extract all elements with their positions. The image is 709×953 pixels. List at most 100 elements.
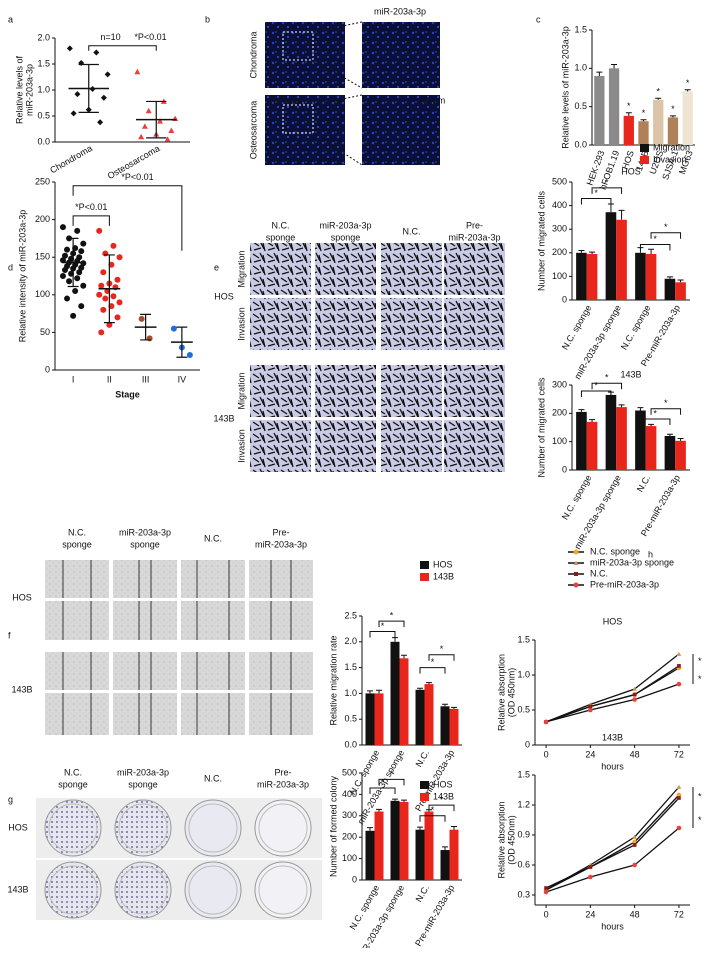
bracket <box>88 45 157 51</box>
data-point <box>632 843 637 847</box>
y-tick-label: 100 <box>342 853 357 863</box>
bracket <box>428 654 455 661</box>
error-bar <box>625 112 632 116</box>
scratch-edge <box>196 560 230 598</box>
data-point <box>100 306 107 313</box>
data-point <box>677 796 681 800</box>
significance-star: * <box>431 805 435 815</box>
data-point <box>544 886 548 890</box>
legend-marker <box>573 560 579 565</box>
bar <box>635 252 646 300</box>
data-point <box>116 254 123 261</box>
legend-swatch <box>420 561 429 569</box>
data-point <box>102 295 109 302</box>
error-bar <box>401 799 407 802</box>
y-axis-label: (OD 450nm) <box>506 815 516 865</box>
y-axis-label: Number of migrated cells <box>536 377 546 478</box>
x-tick-label: 0 <box>544 909 549 919</box>
legend-label: N.C. <box>590 568 608 578</box>
annotation: n=10 <box>100 32 120 42</box>
micrograph <box>250 420 311 472</box>
well <box>114 861 172 919</box>
significance-star: * <box>431 657 435 667</box>
column-header: miR-203a-3p <box>255 539 307 549</box>
error-bar <box>618 404 625 408</box>
error-bar <box>637 407 644 411</box>
scratch-edge <box>270 652 292 690</box>
bar <box>675 440 686 470</box>
y-tick-label: 500 <box>552 176 567 186</box>
micrograph <box>265 22 345 88</box>
significance-star: * <box>440 644 444 654</box>
data-point <box>70 110 77 117</box>
error-bar <box>417 826 423 830</box>
significance-star: * <box>381 621 385 631</box>
y-tick-label: 0.0 <box>37 136 50 146</box>
legend-swatch <box>640 144 649 152</box>
significance-star: * <box>686 78 690 88</box>
group-label: 143B <box>213 413 234 423</box>
y-tick-label: 200 <box>35 214 50 224</box>
error-bar <box>618 209 625 220</box>
data-point <box>64 246 71 253</box>
data-line <box>545 653 680 723</box>
y-tick-label: 1.5 <box>517 634 530 644</box>
y-tick-label: 0 <box>352 874 357 884</box>
error-bar <box>103 254 115 324</box>
data-point <box>588 865 593 869</box>
annotation: *P<0.01 <box>134 32 166 42</box>
y-tick-label: 0 <box>562 464 567 474</box>
bar <box>374 693 384 745</box>
micrograph <box>181 601 245 640</box>
error-bar <box>640 119 647 122</box>
micrograph <box>45 652 109 690</box>
bracket <box>580 390 612 397</box>
bracket <box>639 418 671 425</box>
y-tick-label: 1.5 <box>37 58 50 68</box>
well <box>254 799 312 857</box>
data-point <box>100 269 107 276</box>
column-header: sponge <box>130 539 160 549</box>
scratch-edge <box>270 560 292 598</box>
y-tick-label: 2.0 <box>344 636 357 646</box>
data-point <box>96 291 103 298</box>
y-tick-label: 1.5 <box>517 769 530 779</box>
bar <box>576 252 587 300</box>
well-rim <box>48 803 98 853</box>
annotation: *P<0.01 <box>121 172 153 182</box>
bar <box>440 706 450 745</box>
significance-star: * <box>698 792 702 802</box>
y-tick-label: 0.9 <box>517 829 530 839</box>
data-point <box>93 49 100 56</box>
bracket <box>419 815 446 822</box>
chart-title: 143B <box>602 732 623 742</box>
legend-marker <box>573 549 579 555</box>
legend-marker <box>574 572 578 576</box>
y-tick-label: 0.0 <box>574 139 587 149</box>
micrograph <box>381 298 442 350</box>
group-label: HOS <box>8 822 28 832</box>
bar <box>415 829 425 880</box>
bar <box>449 829 459 880</box>
group-label: HOS <box>12 592 32 602</box>
y-tick-label: 1.5 <box>344 662 357 672</box>
y-tick-label: 400 <box>552 200 567 210</box>
x-tick-label: 24 <box>585 909 595 919</box>
data-point <box>74 275 81 282</box>
bracket <box>639 244 671 251</box>
bar <box>449 708 459 745</box>
micrograph <box>113 560 177 598</box>
column-header: miR-203a-3p <box>119 527 171 537</box>
legend-label: HOS <box>433 559 453 569</box>
data-point <box>138 315 145 322</box>
data-point <box>676 681 682 687</box>
data-point <box>168 127 175 133</box>
row-label: Migration <box>236 372 246 409</box>
legend-label: Invasion <box>653 154 687 164</box>
column-header: N.C. <box>204 533 222 543</box>
chart-title: HOS <box>603 616 623 626</box>
y-tick-label: 1.0 <box>344 688 357 698</box>
zoom-line <box>312 21 363 89</box>
row-label: Invasion <box>236 429 246 463</box>
group-label: HOS <box>214 291 234 301</box>
